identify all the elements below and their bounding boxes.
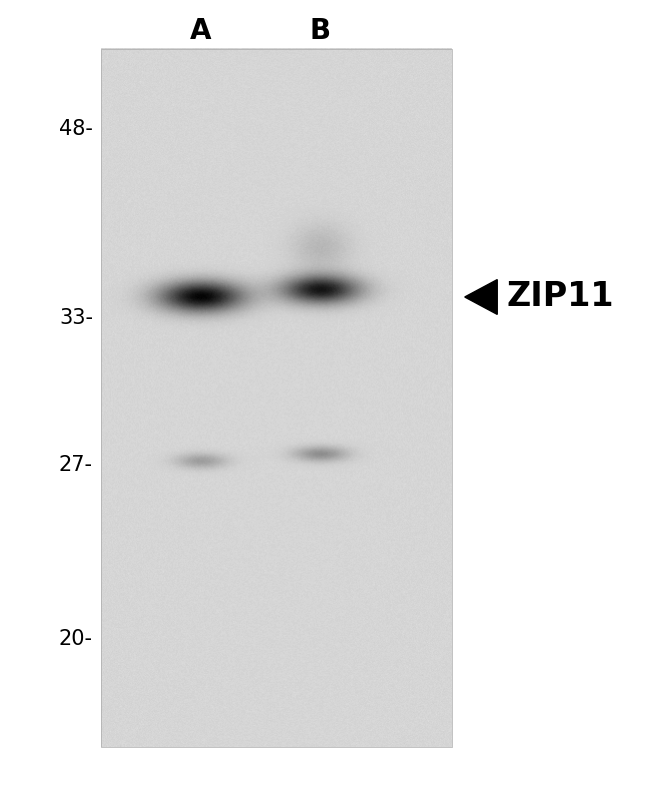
- Polygon shape: [465, 279, 497, 314]
- Text: 27-: 27-: [59, 455, 93, 475]
- Text: B: B: [309, 17, 331, 45]
- Bar: [101, 49, 452, 747]
- Text: ZIP11: ZIP11: [507, 281, 614, 313]
- Text: 33-: 33-: [59, 308, 93, 328]
- Text: A: A: [190, 17, 211, 45]
- Text: 48-: 48-: [59, 119, 93, 139]
- Text: 20-: 20-: [59, 629, 93, 649]
